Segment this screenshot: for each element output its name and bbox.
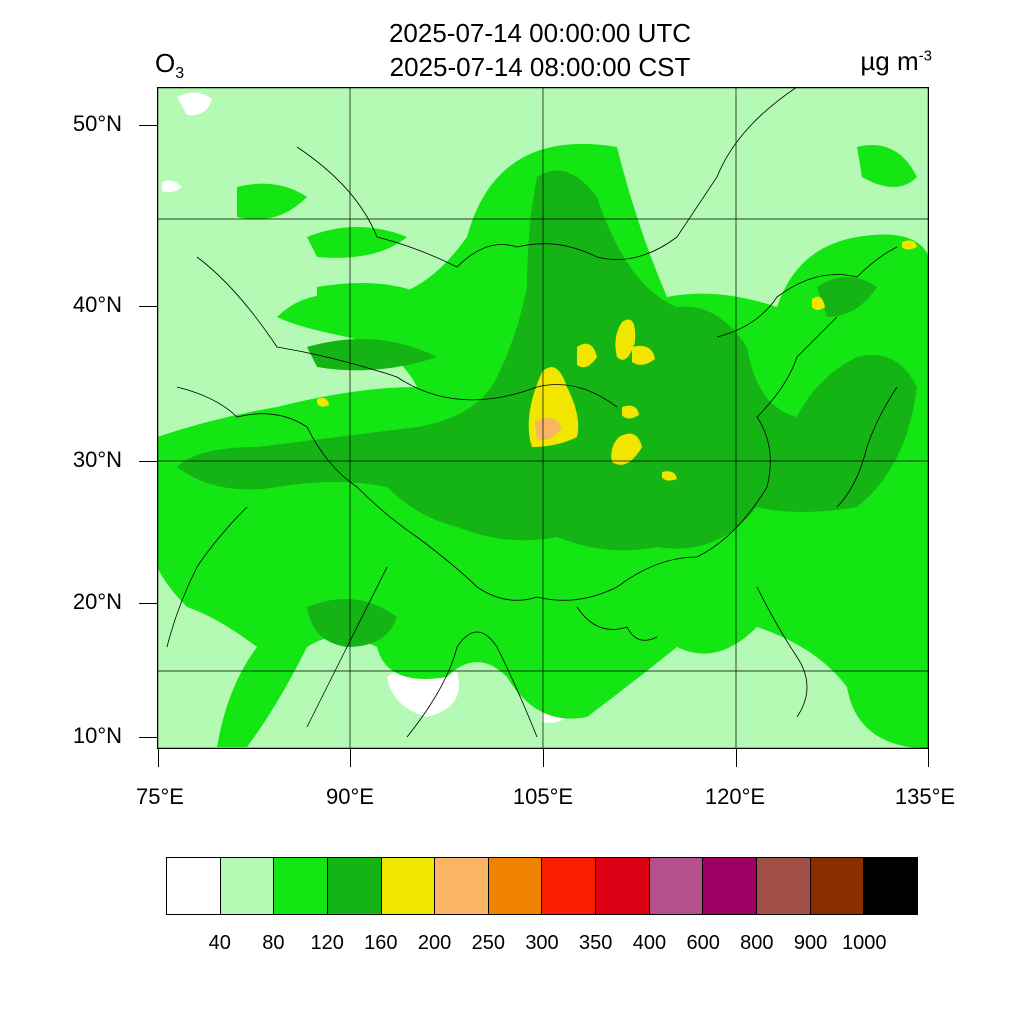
colorbar-label: 80 (262, 932, 285, 954)
colorbar-swatch (702, 858, 757, 914)
lon-label-135: 135°E (894, 784, 956, 809)
colorbar-swatch (273, 858, 327, 914)
colorbar-label: 1000 (842, 932, 887, 954)
lon-label-90: 90°E (326, 784, 374, 809)
lat-tick-mark-20 (139, 603, 157, 604)
grid-lines (157, 87, 929, 749)
colorbar-swatch (326, 858, 381, 914)
lat-tick-mark-30 (139, 461, 157, 462)
colorbar-swatch (863, 858, 917, 914)
colorbar-label: 900 (793, 932, 828, 954)
contour-120-160 (177, 170, 917, 647)
variable-name: O (155, 48, 176, 78)
colorbar-swatch (219, 858, 274, 914)
colorbar-label: 250 (471, 932, 505, 954)
lon-tick-mark-90 (350, 749, 351, 767)
colorbar-swatch (380, 858, 435, 914)
colorbar-label: 40 (208, 932, 231, 954)
colorbar-swatch (809, 858, 864, 914)
lon-label-75: 75°E (136, 784, 184, 809)
colorbar (166, 857, 918, 915)
colorbar-swatch (167, 858, 220, 914)
lat-label-20: 20°N (72, 589, 122, 614)
contour-200-250 (535, 418, 562, 440)
lat-tick-mark-40 (139, 306, 157, 307)
variable-subscript: 3 (175, 65, 185, 83)
lon-tick-mark-135 (928, 749, 929, 767)
colorbar-label: 300 (525, 932, 559, 954)
lat-label-30: 30°N (72, 447, 122, 472)
colorbar-swatch (648, 858, 703, 914)
colorbar-swatch (487, 858, 542, 914)
boundaries (166, 87, 898, 738)
contour-160-200 (317, 240, 917, 481)
lon-label-105: 105°E (512, 784, 574, 809)
colorbar-label: 800 (740, 932, 774, 954)
colorbar-label: 200 (417, 932, 452, 954)
colorbar-label: 350 (579, 932, 613, 954)
colorbar-swatch (541, 858, 596, 914)
lon-tick-mark-120 (736, 749, 737, 767)
colorbar-swatch (756, 858, 810, 914)
lat-label-10: 10°N (72, 723, 122, 748)
title-cst: 2025-07-14 08:00:00 CST (389, 52, 691, 82)
lon-label-120: 120°E (704, 784, 766, 809)
units-text: µg m (860, 46, 919, 76)
units-label: µg m-3 (860, 46, 932, 77)
lat-label-40: 40°N (72, 292, 122, 317)
colorbar-label: 120 (310, 932, 344, 954)
colorbar-swatch (595, 858, 649, 914)
map-panel (157, 87, 929, 749)
lat-tick-mark-10 (139, 737, 157, 738)
colorbar-label: 600 (686, 932, 720, 954)
lon-tick-mark-105 (543, 749, 544, 767)
variable-label: O3 (155, 48, 184, 83)
colorbar-swatch (434, 858, 488, 914)
lat-tick-mark-50 (139, 125, 157, 126)
lat-label-50: 50°N (72, 111, 122, 136)
colorbar-label: 400 (632, 932, 667, 954)
lon-tick-mark-75 (158, 749, 159, 767)
colorbar-label: 160 (364, 932, 398, 954)
title-utc: 2025-07-14 00:00:00 UTC (388, 18, 692, 48)
map-frame (157, 87, 929, 749)
units-superscript: -3 (918, 47, 932, 65)
